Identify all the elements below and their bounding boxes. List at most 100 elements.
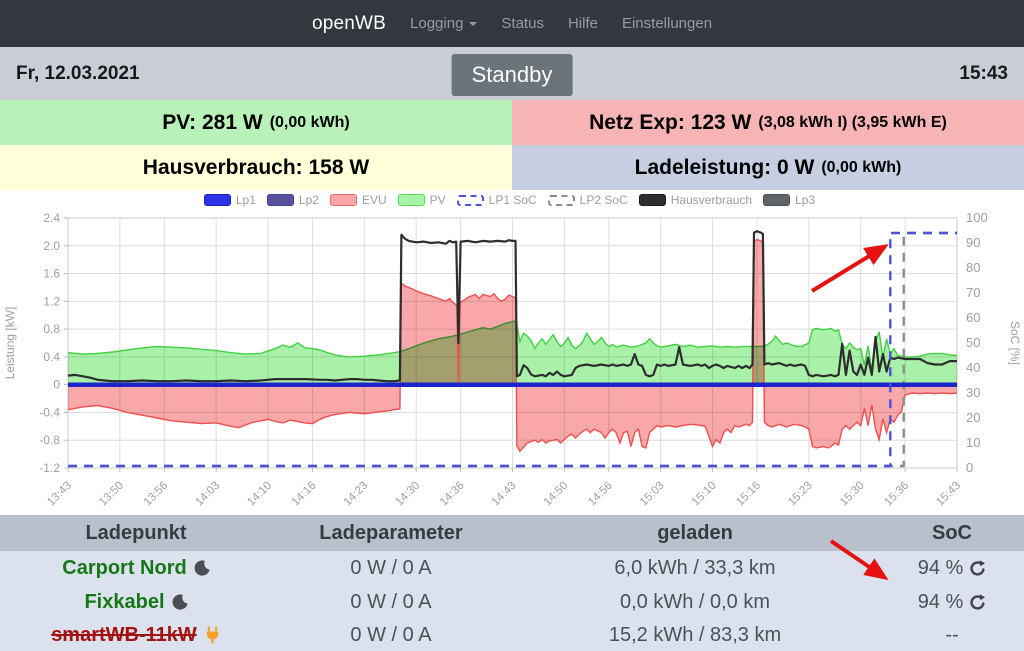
legend-item-lp1-soc[interactable]: LP1 SoC xyxy=(456,193,537,207)
soc-value: 94 % xyxy=(917,556,964,579)
charged-amount: 0,0 kWh / 0,0 km xyxy=(619,590,771,613)
legend-label: LP1 SoC xyxy=(488,193,537,207)
nav-item-hilfe[interactable]: Hilfe xyxy=(567,15,598,32)
pv-power: PV: 281 W xyxy=(162,110,263,134)
legend-swatch-lp1-soc xyxy=(456,194,484,206)
svg-text:1.2: 1.2 xyxy=(43,294,60,308)
tile-hausverbrauch: Hausverbrauch: 158 W xyxy=(0,145,512,190)
svg-text:14:10: 14:10 xyxy=(245,480,274,509)
legend-label: Lp2 xyxy=(298,193,319,207)
charge-energy: (0,00 kWh) xyxy=(821,158,902,176)
tile-ladeleistung: Ladeleistung: 0 W (0,00 kWh) xyxy=(512,145,1024,190)
top-navbar: openWB Logging Status Hilfe Einstellunge… xyxy=(0,0,1024,47)
svg-text:15:16: 15:16 xyxy=(734,480,763,509)
svg-text:70: 70 xyxy=(966,285,980,300)
chargepoint-name-cell: Fixkabel xyxy=(0,591,272,614)
svg-text:14:03: 14:03 xyxy=(193,480,222,509)
svg-text:-0.8: -0.8 xyxy=(39,433,60,447)
nav-item-logging[interactable]: Logging xyxy=(410,15,478,32)
grid-energy: (3,08 kWh I) (3,95 kWh E) xyxy=(758,113,947,131)
legend-item-evu[interactable]: EVU xyxy=(329,193,387,207)
svg-text:Leistung [kW]: Leistung [kW] xyxy=(3,307,17,380)
moon-icon xyxy=(172,594,188,610)
legend-swatch-evu xyxy=(329,194,357,206)
svg-text:14:43: 14:43 xyxy=(490,480,519,509)
svg-text:15:30: 15:30 xyxy=(838,480,867,509)
svg-text:30: 30 xyxy=(966,385,980,400)
refresh-icon[interactable] xyxy=(969,593,986,611)
charged-amount: 15,2 kWh / 83,3 km xyxy=(608,623,782,646)
svg-text:15:43: 15:43 xyxy=(934,480,963,509)
current-date: Fr, 12.03.2021 xyxy=(16,62,140,84)
chargepoint-name-cell: smartWB-11kW xyxy=(0,624,272,647)
svg-text:14:56: 14:56 xyxy=(586,480,615,509)
svg-text:0.8: 0.8 xyxy=(43,322,60,336)
chargepoint-table: Ladepunkt Ladeparameter geladen SoC Carp… xyxy=(0,515,1024,651)
legend-item-lp2[interactable]: Lp2 xyxy=(266,193,319,207)
svg-text:13:43: 13:43 xyxy=(45,480,74,509)
svg-text:0.4: 0.4 xyxy=(43,350,60,364)
col-header-soc: SoC xyxy=(932,521,972,544)
chargepoint-name: Carport Nord xyxy=(62,556,187,579)
legend-label: Lp3 xyxy=(795,193,816,207)
svg-text:40: 40 xyxy=(966,360,980,375)
legend-label: EVU xyxy=(361,193,387,207)
legend-swatch-lp2-soc xyxy=(547,194,575,206)
svg-text:100: 100 xyxy=(966,210,988,225)
chargepoint-row-fixkabel: Fixkabel 0 W / 0 A 0,0 kWh / 0,0 km 94 % xyxy=(0,585,1024,619)
legend-item-lp3[interactable]: Lp3 xyxy=(763,193,815,207)
soc-cell: 94 % xyxy=(880,557,1024,580)
svg-text:SoC [%]: SoC [%] xyxy=(1008,321,1022,365)
pv-energy: (0,00 kWh) xyxy=(269,113,350,131)
svg-text:50: 50 xyxy=(966,335,980,350)
soc-cell: -- xyxy=(880,624,1024,647)
svg-text:80: 80 xyxy=(966,260,980,275)
status-bar: Fr, 12.03.2021 Standby 15:43 xyxy=(0,47,1024,100)
legend-label: Lp1 xyxy=(235,193,256,207)
svg-text:60: 60 xyxy=(966,310,980,325)
charge-parameters: 0 W / 0 A xyxy=(350,590,432,613)
legend-item-lp1[interactable]: Lp1 xyxy=(203,193,256,207)
legend-swatch-lp3 xyxy=(763,194,791,206)
charge-power: Ladeleistung: 0 W xyxy=(634,155,815,179)
charge-parameters: 0 W / 0 A xyxy=(350,556,432,579)
standby-mode-button[interactable]: Standby xyxy=(451,54,573,96)
chart-legend: Lp1 Lp2 EVU PV LP1 SoC LP2 SoC Hausverbrauch Lp… xyxy=(0,193,1024,207)
svg-text:1.6: 1.6 xyxy=(43,267,60,281)
svg-text:10: 10 xyxy=(966,435,980,450)
svg-text:90: 90 xyxy=(966,235,980,250)
svg-text:2.4: 2.4 xyxy=(43,211,60,225)
nav-item-status[interactable]: Status xyxy=(501,15,544,32)
svg-text:14:30: 14:30 xyxy=(393,480,422,509)
col-header-ladepunkt: Ladepunkt xyxy=(85,521,187,544)
legend-swatch-lp1 xyxy=(203,194,231,206)
nav-item-einstellungen[interactable]: Einstellungen xyxy=(621,15,713,32)
svg-text:15:36: 15:36 xyxy=(882,480,911,509)
col-header-ladeparameter: Ladeparameter xyxy=(319,521,463,544)
soc-cell: 94 % xyxy=(880,591,1024,614)
legend-swatch-hausverbrauch xyxy=(638,194,666,206)
svg-text:-0.4: -0.4 xyxy=(39,405,60,419)
legend-label: PV xyxy=(429,193,446,207)
legend-swatch-pv xyxy=(397,194,425,206)
legend-swatch-lp2 xyxy=(266,194,294,206)
svg-text:0: 0 xyxy=(53,378,60,392)
svg-text:15:23: 15:23 xyxy=(786,480,815,509)
brand-openwb[interactable]: openWB xyxy=(311,12,387,34)
plug-icon xyxy=(206,626,219,644)
refresh-icon[interactable] xyxy=(969,559,986,577)
legend-label: Hausverbrauch xyxy=(670,193,753,207)
current-time: 15:43 xyxy=(959,62,1008,84)
svg-text:15:03: 15:03 xyxy=(638,480,667,509)
charged-amount: 6,0 kWh / 33,3 km xyxy=(614,556,776,579)
svg-text:14:23: 14:23 xyxy=(342,480,371,509)
legend-item-lp2-soc[interactable]: LP2 SoC xyxy=(547,193,628,207)
legend-item-pv[interactable]: PV xyxy=(397,193,446,207)
col-header-geladen: geladen xyxy=(657,521,733,544)
charge-parameters: 0 W / 0 A xyxy=(350,623,432,646)
svg-text:13:56: 13:56 xyxy=(142,480,171,509)
status-tiles: PV: 281 W (0,00 kWh) Netz Exp: 123 W (3,… xyxy=(0,100,1024,190)
svg-text:-1.2: -1.2 xyxy=(39,461,60,475)
legend-item-hausverbrauch[interactable]: Hausverbrauch xyxy=(638,193,753,207)
